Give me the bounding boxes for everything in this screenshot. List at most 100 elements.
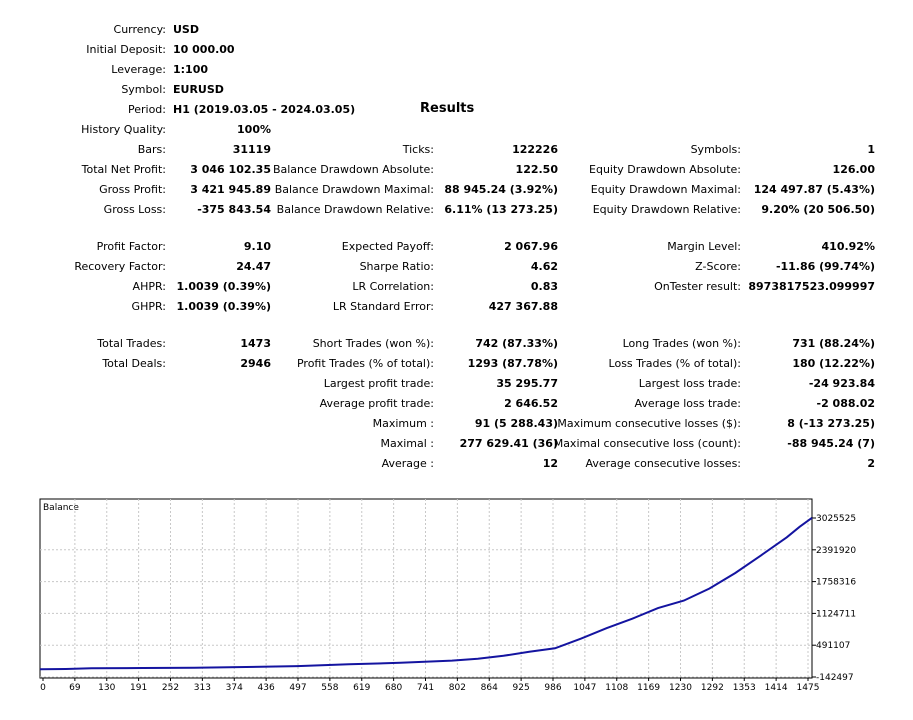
stat-label: Short Trades (won %): [312,337,434,350]
stat-value: 427 367.88 [488,300,558,313]
stat-value: 277 629.41 (36) [459,437,558,450]
stat-value: 91 (5 288.43) [474,417,558,430]
stat-label: Maximal : [380,437,434,450]
header-value: 100% [237,123,271,136]
header-label: Period: [127,103,166,116]
stat-label: Symbols: [690,143,741,156]
header-label: Currency: [113,23,166,36]
results-title: Results [420,101,475,116]
stat-label: Profit Factor: [96,240,166,253]
header-value: EURUSD [173,83,224,96]
stat-label: Largest profit trade: [323,377,434,390]
x-tick-label: 986 [544,683,561,693]
x-tick-label: 1353 [733,683,756,693]
stat-label: Z-Score: [695,260,741,273]
stat-value: 3 421 945.89 [190,183,271,196]
stat-value: 1.0039 (0.39%) [176,280,272,293]
stat-label: Gross Profit: [99,183,166,196]
stat-label: Average consecutive losses: [585,457,741,470]
stat-value: 24.47 [236,260,271,273]
x-tick-label: 925 [513,683,530,693]
y-tick-label: 1758316 [816,578,856,588]
x-tick-label: 313 [194,683,211,693]
y-tick-label: -142497 [816,673,854,683]
stat-value: 35 295.77 [496,377,558,390]
x-tick-label: 130 [98,683,115,693]
stat-label: Balance Drawdown Maximal: [274,183,434,196]
stat-value: 126.00 [832,163,875,176]
stat-value: 9.20% (20 506.50) [761,203,875,216]
stat-value: 1 [867,143,875,156]
stat-value: 742 (87.33%) [475,337,558,350]
stat-label: Average loss trade: [634,397,741,410]
x-tick-label: 680 [385,683,402,693]
stat-label: Total Trades: [97,337,166,350]
stat-value: 9.10 [243,240,271,253]
stat-label: Loss Trades (% of total): [608,357,741,370]
x-tick-label: 558 [321,683,338,693]
stat-label: Largest loss trade: [638,377,741,390]
stat-value: 122226 [512,143,558,156]
x-tick-label: 1047 [573,683,596,693]
stat-label: Balance Drawdown Absolute: [272,163,434,176]
header-label: Leverage: [111,63,166,76]
y-tick-label: 1124711 [816,609,856,619]
stat-label: Average profit trade: [319,397,434,410]
stat-value: 3 046 102.35 [190,163,271,176]
stat-label: OnTester result: [654,280,741,293]
y-tick-label: 2391920 [816,546,856,556]
stat-value: -11.86 (99.74%) [775,260,875,273]
x-tick-label: 1108 [605,683,628,693]
stat-label: Equity Drawdown Absolute: [589,163,741,176]
stat-label: GHPR: [131,300,166,313]
stat-label: Average : [381,457,434,470]
stat-label: Total Deals: [102,357,166,370]
x-tick-label: 1414 [765,683,788,693]
header-value: 1:100 [173,63,209,76]
x-tick-label: 741 [417,683,434,693]
stat-value: 1473 [240,337,271,350]
stat-value: 8 (-13 273.25) [787,417,875,430]
header-value: H1 (2019.03.05 - 2024.03.05) [173,103,356,116]
stat-value: 2 [867,457,875,470]
x-tick-label: 191 [130,683,147,693]
stat-value: -24 923.84 [808,377,875,390]
x-tick-label: 1230 [669,683,692,693]
chart-title: Balance [43,503,79,513]
x-tick-label: 252 [162,683,179,693]
stat-value: 2 646.52 [504,397,558,410]
y-tick-label: 491107 [816,641,850,651]
stat-label: Long Trades (won %): [622,337,741,350]
stat-value: 731 (88.24%) [792,337,875,350]
stat-value: 2946 [240,357,271,370]
stat-label: Balance Drawdown Relative: [276,203,434,216]
header-label: History Quality: [81,123,166,136]
stat-label: Bars: [137,143,166,156]
stat-value: -2 088.02 [816,397,876,410]
x-tick-label: 1169 [637,683,660,693]
stat-value: 88 945.24 (3.92%) [444,183,558,196]
x-tick-label: 436 [258,683,275,693]
header-label: Initial Deposit: [86,43,166,56]
header-value: USD [173,23,199,36]
stat-value: 124 497.87 (5.43%) [753,183,875,196]
stat-value: 1.0039 (0.39%) [176,300,272,313]
x-tick-label: 1292 [701,683,724,693]
x-tick-label: 374 [226,683,243,693]
stat-value: 180 (12.22%) [792,357,875,370]
stat-label: Sharpe Ratio: [359,260,434,273]
stat-value: 1293 (87.78%) [467,357,558,370]
stat-value: 410.92% [821,240,875,253]
stat-label: Recovery Factor: [74,260,166,273]
y-tick-label: 3025525 [816,514,856,524]
stat-label: AHPR: [132,280,166,293]
x-tick-label: 497 [289,683,306,693]
stat-value: 2 067.96 [504,240,558,253]
x-tick-label: 802 [449,683,466,693]
stat-value: 6.11% (13 273.25) [444,203,558,216]
header-label: Symbol: [121,83,166,96]
stat-value: 122.50 [515,163,558,176]
stat-label: Profit Trades (% of total): [296,357,434,370]
stat-label: Total Net Profit: [81,163,166,176]
stat-value: 8973817523.099997 [748,280,875,293]
